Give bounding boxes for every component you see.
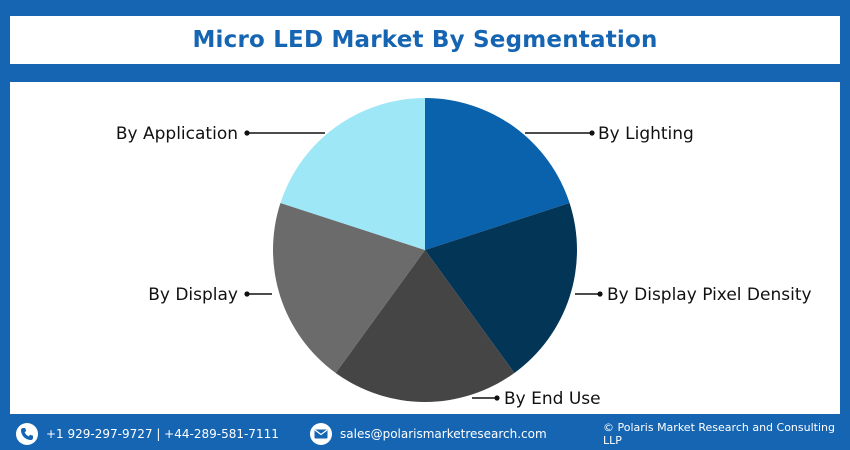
footer-bar: +1 929-297-9727 | +44-289-581-7111 sales…: [0, 418, 850, 450]
leader-dot: [494, 395, 500, 401]
pie-slice: [335, 250, 515, 402]
slice-label: By End Use: [504, 389, 601, 409]
leader-dot: [244, 130, 250, 136]
phone-icon: [16, 423, 38, 445]
slice-label: By Application: [116, 124, 238, 144]
leader-dot: [589, 130, 595, 136]
leader-dot: [597, 291, 603, 297]
footer-email: sales@polarismarketresearch.com: [310, 418, 547, 450]
pie-slice: [425, 203, 577, 373]
footer-copyright: © Polaris Market Research and Consulting…: [603, 421, 835, 447]
pie-slice: [425, 98, 570, 250]
chart-title: Micro LED Market By Segmentation: [192, 27, 658, 53]
footer-phone-text: +1 929-297-9727 | +44-289-581-7111: [46, 427, 279, 441]
title-banner: Micro LED Market By Segmentation: [10, 16, 840, 64]
slice-label: By Lighting: [598, 124, 694, 144]
footer-phone: +1 929-297-9727 | +44-289-581-7111: [16, 418, 279, 450]
pie-slice: [273, 203, 425, 373]
chart-panel: By Lighting By Display Pixel Density By En…: [10, 82, 840, 414]
leader-dot: [244, 291, 250, 297]
email-icon: [310, 423, 332, 445]
pie-slice: [280, 98, 425, 250]
slice-label: By Display: [148, 285, 238, 305]
pie-chart: By Lighting By Display Pixel Density By En…: [116, 98, 812, 409]
footer-email-link[interactable]: sales@polarismarketresearch.com: [340, 427, 547, 441]
slice-label: By Display Pixel Density: [607, 285, 812, 305]
